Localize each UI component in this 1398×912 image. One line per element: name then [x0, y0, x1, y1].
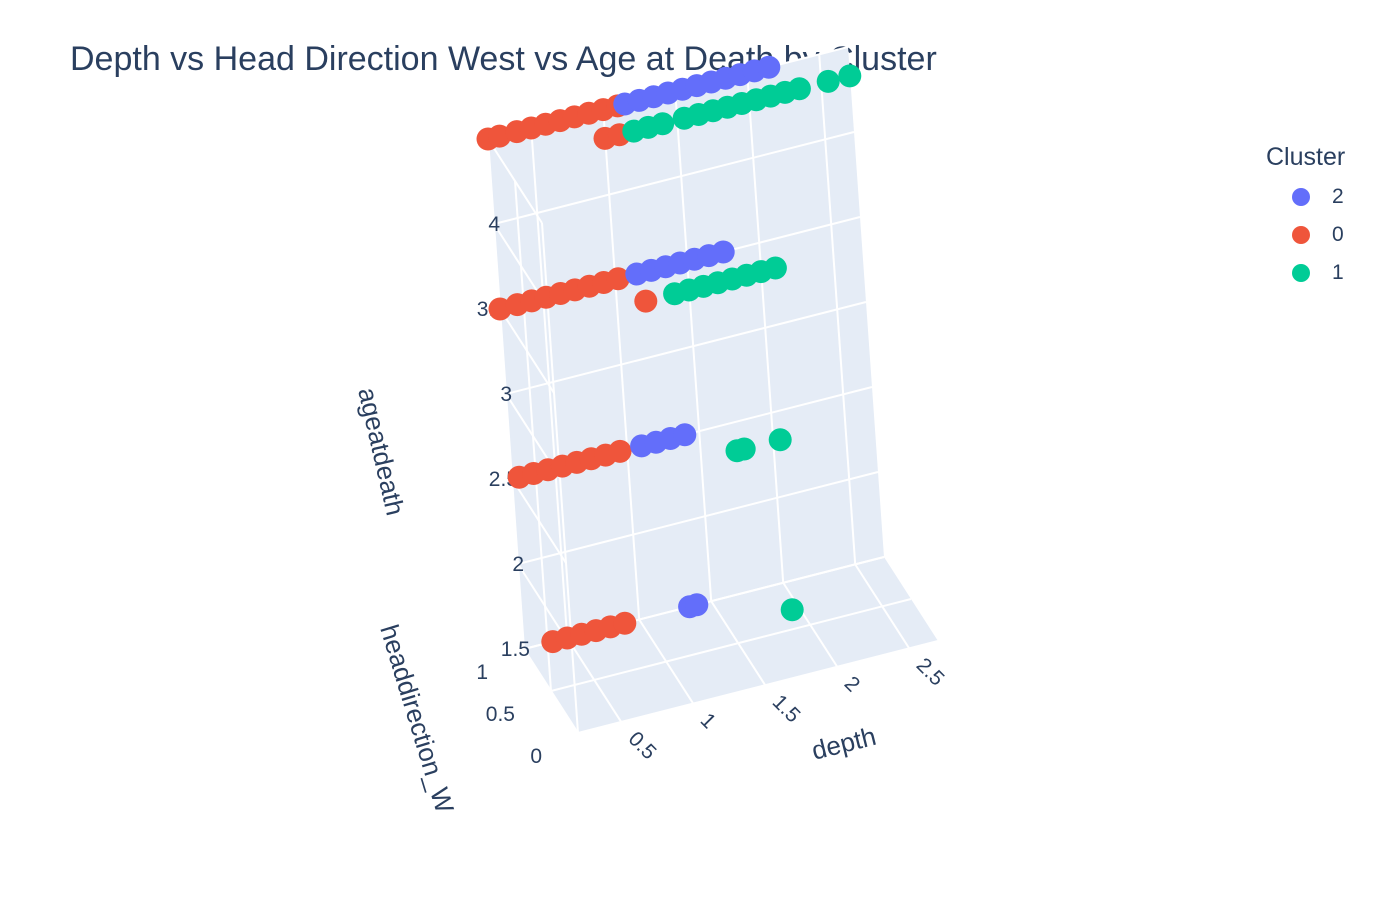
- gridline-hd: [514, 180, 552, 692]
- legend-item-cluster-0[interactable]: 0: [1266, 216, 1345, 254]
- gridline-age: [493, 131, 855, 225]
- point-cluster-0[interactable]: [613, 611, 637, 635]
- tick-label-depth: 0.5: [624, 727, 661, 764]
- point-cluster-2[interactable]: [685, 593, 709, 617]
- point-cluster-0[interactable]: [608, 439, 632, 463]
- point-cluster-0[interactable]: [634, 289, 658, 313]
- legend-label: 0: [1332, 223, 1344, 246]
- legend-marker-icon: [1292, 188, 1310, 206]
- legend-label: 1: [1332, 261, 1344, 284]
- legend-title: Cluster: [1266, 143, 1346, 171]
- legend-label: 2: [1332, 185, 1344, 208]
- tick-label-headdirection: 0.5: [486, 703, 515, 726]
- scene-walls: [488, 47, 938, 733]
- tick-label-depth: 2.5: [912, 654, 949, 691]
- legend-item-cluster-2[interactable]: 2: [1266, 178, 1345, 216]
- point-cluster-1[interactable]: [651, 112, 675, 136]
- tick-label-age: 3: [500, 383, 512, 406]
- point-cluster-0[interactable]: [488, 297, 512, 321]
- gridline-hd: [577, 640, 939, 734]
- point-cluster-1[interactable]: [816, 69, 840, 93]
- gridline-hd: [487, 138, 525, 650]
- tick-label-age: 2: [512, 553, 524, 576]
- tick-label-headdirection: 1: [476, 661, 488, 684]
- legend-item-cluster-1[interactable]: 1: [1266, 254, 1345, 292]
- point-cluster-1[interactable]: [732, 437, 756, 461]
- tick-label-headdirection: 0: [530, 745, 542, 768]
- point-cluster-1[interactable]: [787, 77, 811, 101]
- legend-marker-icon: [1292, 264, 1310, 282]
- scene-points: [476, 55, 862, 654]
- tick-label-age: 1.5: [501, 638, 530, 661]
- point-cluster-1[interactable]: [768, 428, 792, 452]
- legend: Cluster 2 0 1: [1266, 143, 1345, 292]
- point-cluster-1[interactable]: [838, 64, 862, 88]
- point-cluster-2[interactable]: [711, 240, 735, 264]
- tick-label-age: 4: [488, 213, 500, 236]
- gridline-age: [505, 301, 867, 395]
- axis-title-headdirection: headdirection_W: [374, 621, 460, 817]
- axis-title-depth: depth: [809, 721, 879, 766]
- tick-label-depth: 1: [696, 709, 721, 734]
- point-cluster-2[interactable]: [757, 55, 781, 79]
- point-cluster-0[interactable]: [606, 267, 630, 291]
- gridline-age: [517, 471, 879, 565]
- point-cluster-1[interactable]: [763, 256, 787, 280]
- tick-label-depth: 1.5: [768, 690, 805, 727]
- legend-marker-icon: [1292, 226, 1310, 244]
- axis-title-ageatdeath: ageatdeath: [352, 385, 411, 519]
- point-cluster-1[interactable]: [780, 598, 804, 622]
- point-cluster-0[interactable]: [488, 124, 511, 148]
- gridline-hd: [550, 598, 912, 692]
- point-cluster-2[interactable]: [673, 423, 697, 447]
- tick-label-depth: 2: [840, 672, 865, 697]
